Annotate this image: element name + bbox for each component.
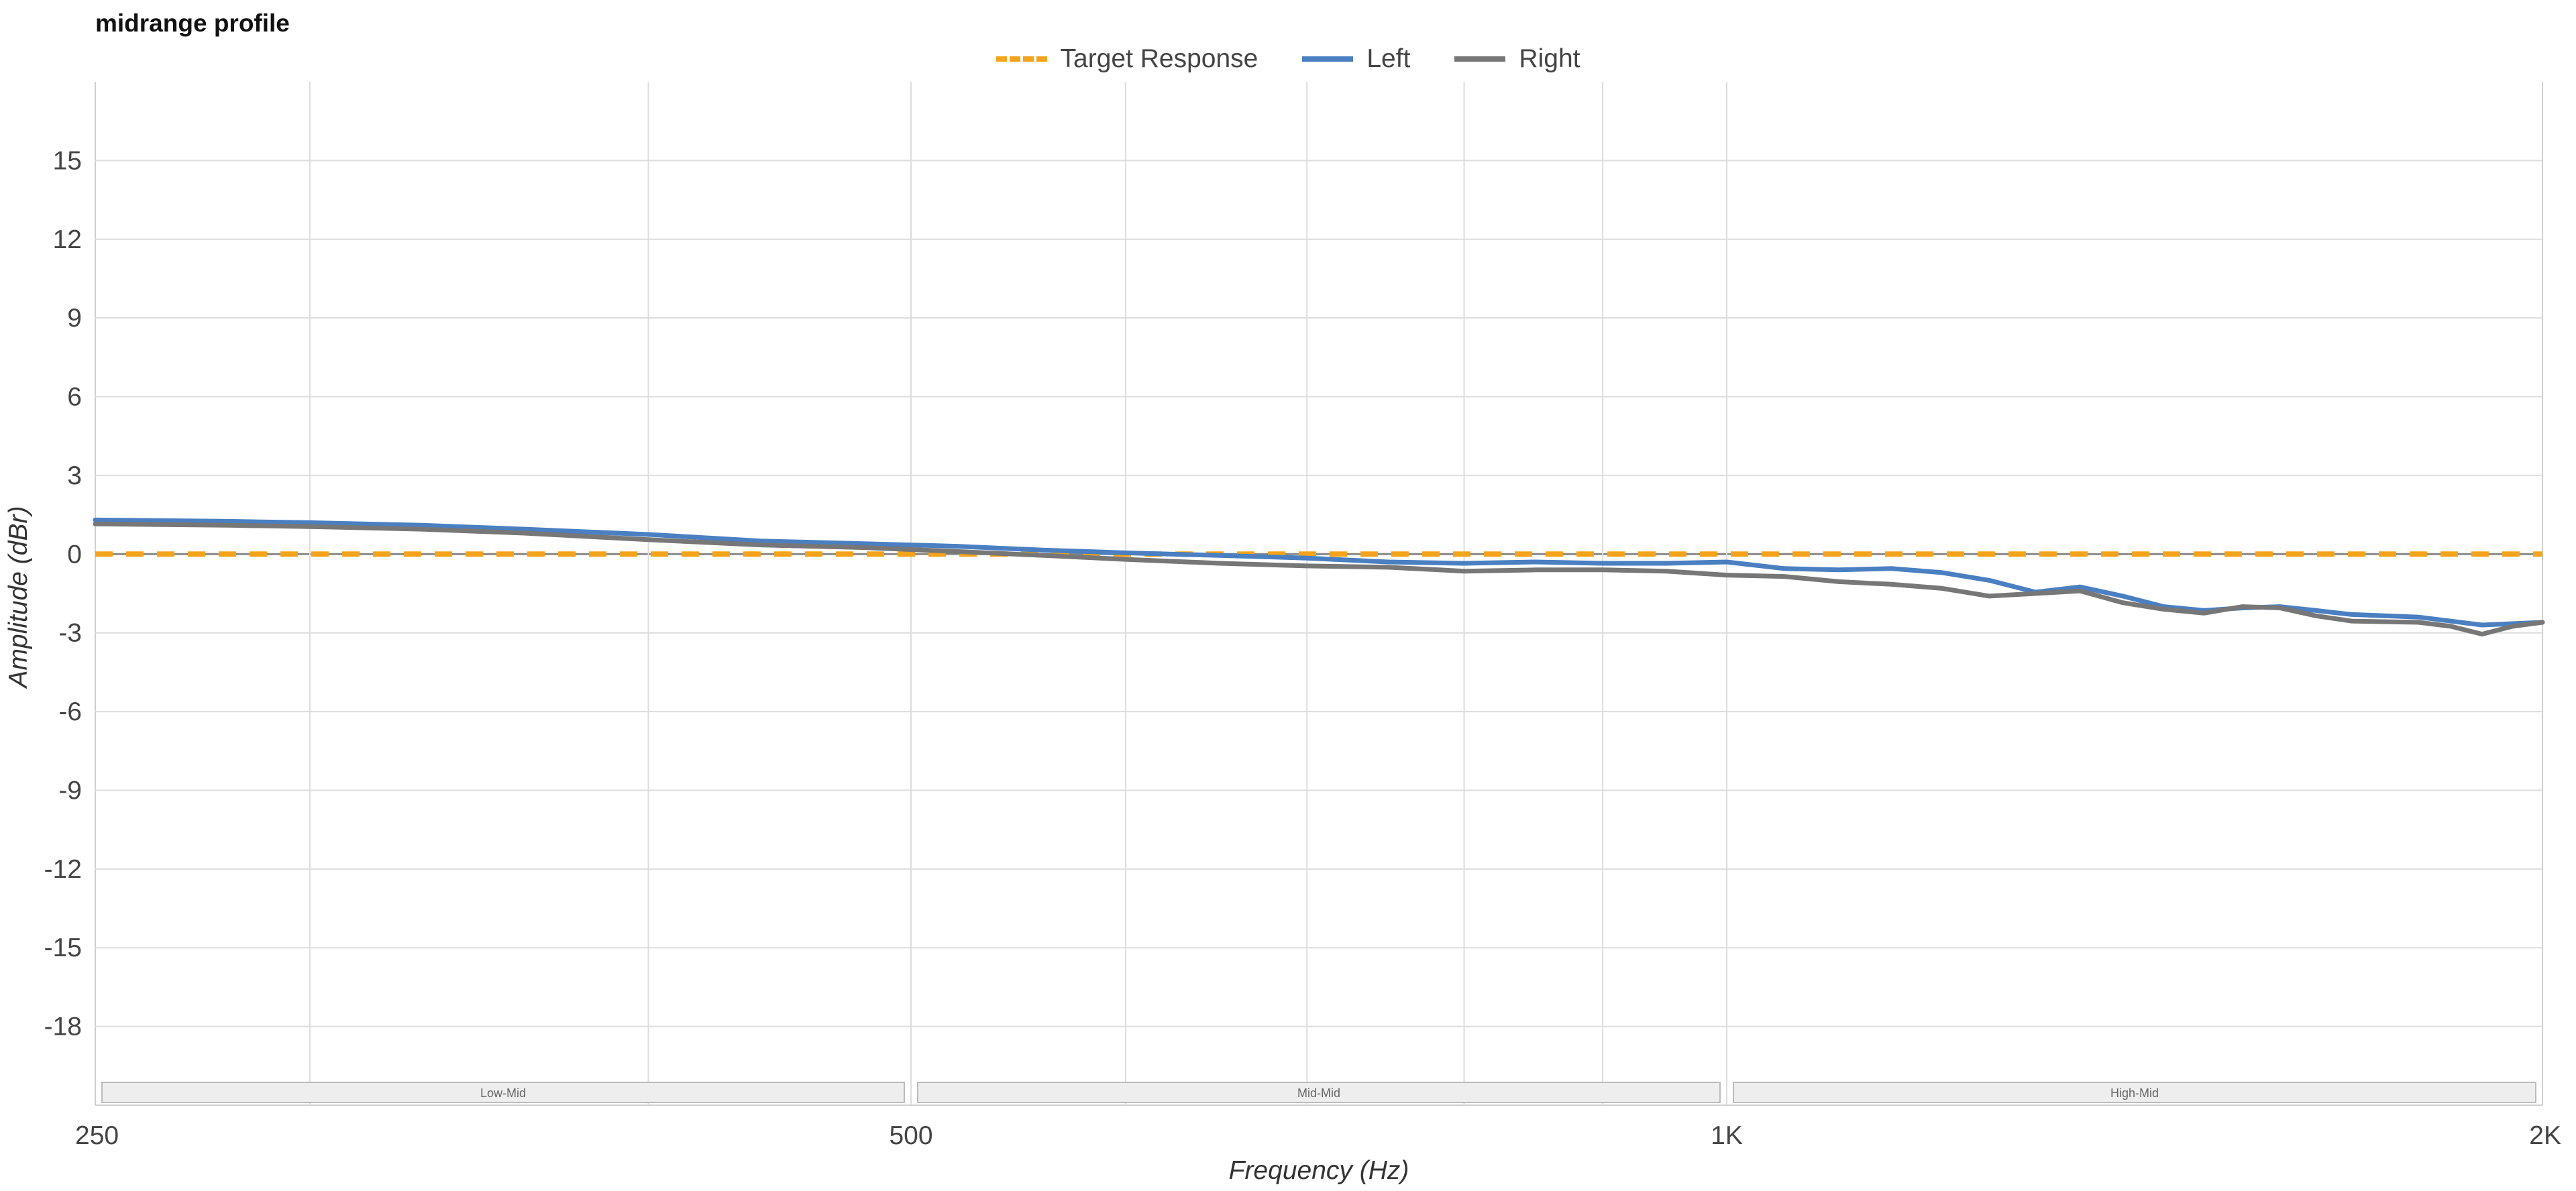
y-tick-label: 9 <box>67 304 82 333</box>
x-tick-label: 1K <box>1711 1121 1743 1150</box>
y-tick-label: -3 <box>58 619 82 648</box>
y-tick-label: 6 <box>67 383 82 412</box>
y-tick-label: -9 <box>58 776 82 805</box>
band-box <box>917 1082 1721 1103</box>
series-lines <box>93 517 2545 637</box>
legend-swatch-left <box>1302 56 1354 62</box>
legend-item-target[interactable]: Target Response <box>996 44 1258 74</box>
band-label: Low-Mid <box>480 1086 526 1100</box>
x-tick-labels: 250 500 1K 2K <box>75 1121 2561 1150</box>
x-tick-label: 2K <box>2529 1121 2561 1150</box>
legend: Target Response Left Right <box>0 44 2576 74</box>
legend-label-left: Left <box>1366 44 1411 73</box>
y-tick-label: -15 <box>44 933 82 962</box>
y-tick-label: 15 <box>53 146 82 175</box>
x-axis-title: Frequency (Hz) <box>1229 1156 1409 1185</box>
y-tick-label: 3 <box>67 461 82 490</box>
band-box <box>1733 1082 2536 1103</box>
x-tick-label: 250 <box>75 1121 119 1150</box>
y-axis-title: Amplitude (dBr) <box>4 506 33 689</box>
y-tick-label: 12 <box>53 225 82 254</box>
y-tick-labels: 15 12 9 6 3 0 -3 -6 -9 -12 -15 -18 <box>44 146 82 1041</box>
legend-label-right: Right <box>1519 44 1580 73</box>
chart-title: midrange profile <box>95 9 290 37</box>
legend-swatch-target <box>996 56 1047 62</box>
band-label: High-Mid <box>2110 1086 2159 1100</box>
y-tick-label: -18 <box>44 1013 82 1041</box>
x-tick-label: 500 <box>889 1121 932 1150</box>
legend-item-right[interactable]: Right <box>1454 44 1580 74</box>
grid <box>95 82 2543 1106</box>
band-label: Mid-Mid <box>1297 1086 1340 1100</box>
y-tick-label: 0 <box>67 540 82 569</box>
band-box <box>101 1082 905 1103</box>
y-tick-label: -6 <box>58 697 82 726</box>
legend-label-target: Target Response <box>1060 44 1258 73</box>
legend-swatch-right <box>1454 56 1506 62</box>
series-line-right <box>93 521 2545 637</box>
band-labels: Low-Mid Mid-Mid High-Mid <box>101 1082 2536 1103</box>
legend-item-left[interactable]: Left <box>1302 44 1410 74</box>
y-tick-label: -12 <box>44 855 82 884</box>
